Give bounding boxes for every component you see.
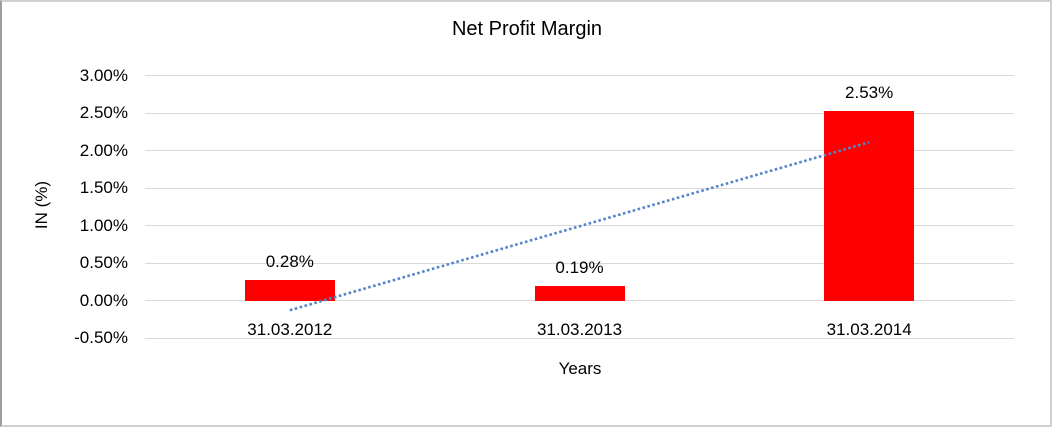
y-tick-label: 2.00% xyxy=(79,140,128,160)
y-gridline xyxy=(145,112,1014,114)
bar-value-label: 2.53% xyxy=(845,82,894,102)
bar-value-label: 0.28% xyxy=(265,251,314,271)
y-tick-label: 2.50% xyxy=(79,103,128,122)
bar-31.03.2013 xyxy=(534,286,625,301)
y-tick-label: 1.00% xyxy=(79,215,128,235)
y-tick-label: 3.00% xyxy=(79,65,128,85)
y-tick-label: 0.00% xyxy=(79,290,128,310)
x-category-label: 31.03.2013 xyxy=(536,320,623,339)
y-tick-label: -0.50% xyxy=(74,328,128,347)
chart-title: Net Profit Margin xyxy=(451,18,603,40)
bar-31.03.2012 xyxy=(244,279,335,301)
x-axis-title: Years xyxy=(558,359,602,378)
y-gridline xyxy=(145,337,1014,339)
bar-31.03.2014 xyxy=(824,110,915,301)
bar-value-label: 0.19% xyxy=(555,258,604,278)
x-category-label: 31.03.2014 xyxy=(826,320,912,339)
y-tick-label: 1.50% xyxy=(79,178,128,197)
y-tick-label: 0.50% xyxy=(79,253,128,272)
y-gridline xyxy=(145,75,1014,76)
x-category-label: 31.03.2012 xyxy=(247,320,333,339)
